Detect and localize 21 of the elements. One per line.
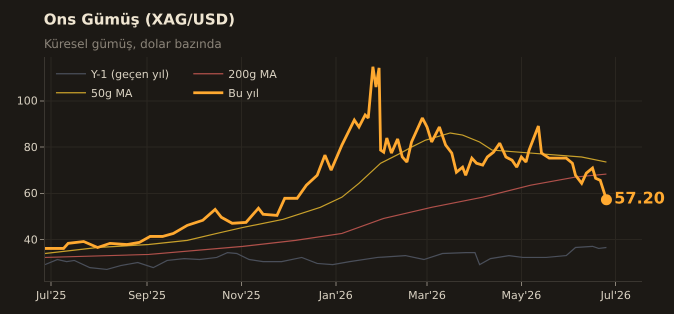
legend-label: 200g MA (228, 68, 278, 82)
legend-label: 50g MA (90, 87, 133, 100)
line-series (45, 173, 608, 258)
x-tick-label: May'26 (501, 289, 542, 302)
annotation: 57.20 (614, 188, 665, 208)
y-tick-label: 80 (24, 140, 38, 154)
chart-subtitle: Küresel gümüş, dolar bazında (44, 37, 222, 51)
y-tick-label: 100 (16, 94, 38, 108)
y-tick-label: 40 (24, 233, 38, 246)
legend-label: Bu yıl (228, 87, 259, 100)
x-tick-label: Sep'25 (128, 289, 166, 302)
x-tick-label: Mar'26 (408, 289, 446, 302)
legend-label: Y-1 (geçen yıl) (90, 68, 170, 82)
x-tick-label: Jul'25 (35, 289, 66, 302)
line-series (45, 132, 608, 254)
x-tick-label: Jan'26 (318, 289, 353, 302)
x-tick-label: Nov'25 (222, 289, 261, 302)
line-series (45, 246, 608, 270)
chart-title: Ons Gümüş (XAG/USD) (44, 10, 235, 28)
y-tick-label: 60 (24, 187, 38, 200)
x-tick-label: Jul'26 (600, 289, 631, 302)
